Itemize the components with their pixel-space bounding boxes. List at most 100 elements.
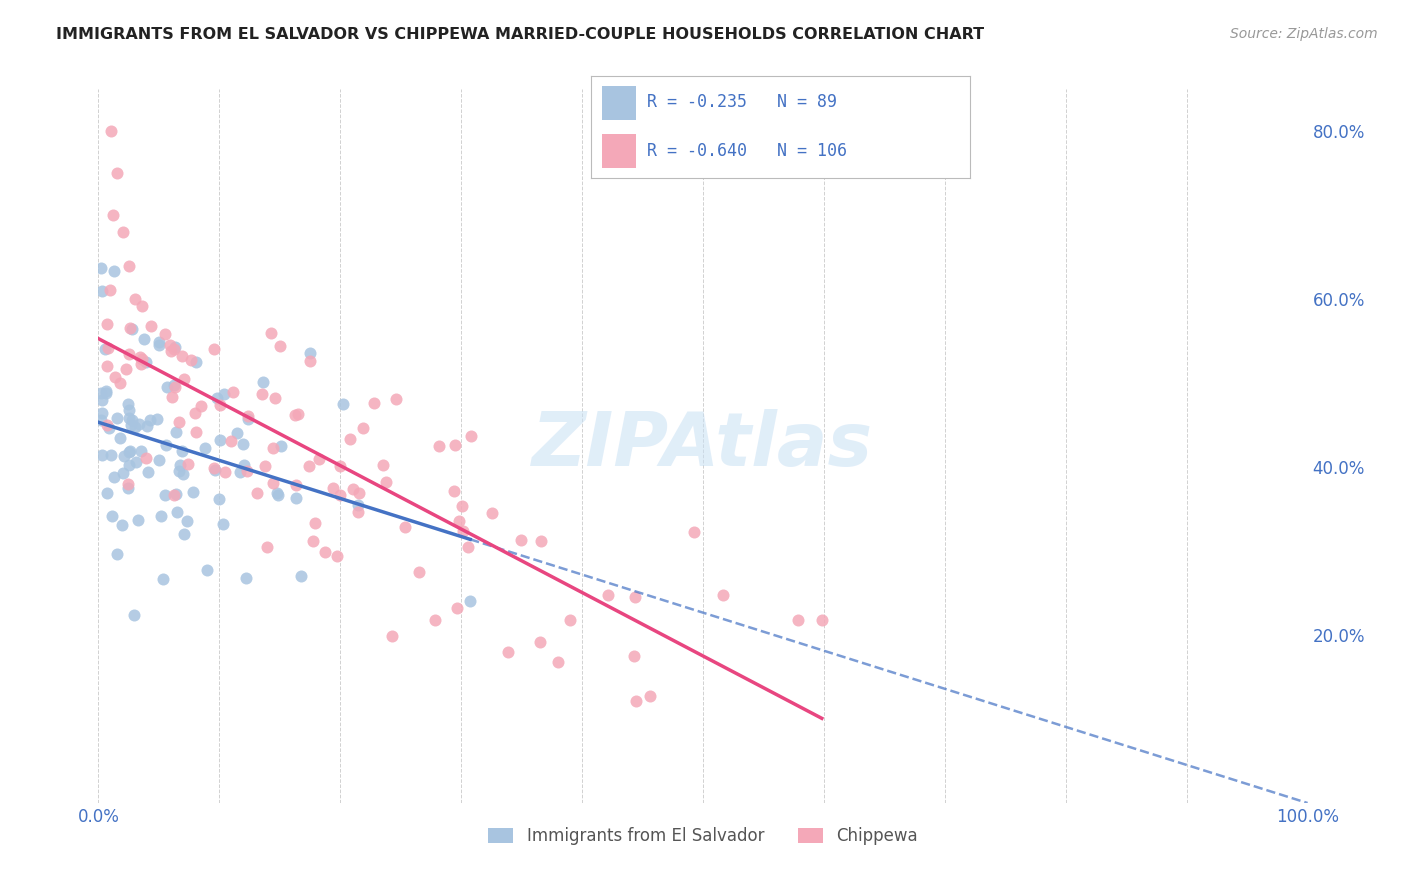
Point — [363, 396, 385, 410]
Point — [252, 376, 274, 390]
Point — [302, 534, 325, 549]
Point — [408, 566, 430, 580]
Point — [190, 399, 212, 413]
Point — [118, 259, 141, 273]
Point — [118, 411, 141, 425]
Text: Source: ZipAtlas.com: Source: ZipAtlas.com — [1230, 27, 1378, 41]
Point — [91, 284, 114, 298]
Point — [105, 411, 128, 425]
Point — [101, 508, 124, 523]
Point — [446, 601, 468, 615]
Point — [235, 571, 257, 585]
Point — [134, 332, 156, 346]
Point — [117, 347, 139, 361]
Point — [165, 379, 187, 393]
Point — [451, 524, 474, 538]
Point — [202, 461, 225, 475]
Point — [423, 613, 446, 627]
Point — [111, 517, 134, 532]
Point — [96, 486, 118, 500]
Point — [208, 399, 231, 413]
Point — [284, 491, 307, 506]
Point — [209, 433, 232, 447]
Point — [212, 517, 235, 532]
Point — [124, 292, 146, 306]
Point — [120, 443, 142, 458]
Point — [236, 464, 259, 478]
Point — [339, 432, 361, 446]
Point — [236, 412, 259, 426]
Point — [510, 533, 533, 547]
Point — [225, 426, 247, 441]
Point — [176, 514, 198, 528]
Point — [326, 549, 349, 563]
Point — [221, 384, 243, 399]
Point — [184, 406, 207, 420]
Point — [165, 340, 187, 354]
Point — [449, 514, 471, 528]
Point — [202, 342, 225, 356]
Point — [149, 509, 172, 524]
Point — [146, 412, 169, 426]
Point — [120, 418, 142, 433]
Point — [96, 384, 118, 398]
Point — [443, 483, 465, 498]
Point — [481, 506, 503, 520]
Point — [347, 505, 370, 519]
Point — [394, 519, 416, 533]
Point — [115, 362, 138, 376]
Point — [166, 505, 188, 519]
Point — [460, 429, 482, 443]
Point — [264, 391, 287, 405]
Point — [148, 334, 170, 349]
Point — [96, 359, 118, 373]
Point — [153, 326, 176, 341]
Point — [262, 441, 284, 455]
Point — [186, 354, 208, 368]
Legend: Immigrants from El Salvador, Chippewa: Immigrants from El Salvador, Chippewa — [482, 821, 924, 852]
Point — [103, 470, 125, 484]
Point — [375, 475, 398, 489]
Point — [163, 377, 186, 392]
Point — [98, 283, 121, 297]
Point — [347, 498, 370, 512]
Point — [136, 465, 159, 479]
Point — [252, 386, 274, 401]
Point — [163, 342, 186, 356]
Point — [177, 457, 200, 471]
Point — [184, 425, 207, 439]
Point — [90, 392, 112, 407]
Point — [163, 488, 186, 502]
Point — [212, 386, 235, 401]
Point — [458, 594, 481, 608]
Point — [148, 453, 170, 467]
Point — [127, 513, 149, 527]
Point — [381, 629, 404, 643]
Point — [308, 452, 330, 467]
Point — [558, 614, 581, 628]
Point — [148, 338, 170, 352]
Point — [298, 346, 321, 360]
Point — [329, 459, 352, 474]
Point — [103, 264, 125, 278]
Text: IMMIGRANTS FROM EL SALVADOR VS CHIPPEWA MARRIED-COUPLE HOUSEHOLDS CORRELATION CH: IMMIGRANTS FROM EL SALVADOR VS CHIPPEWA … — [56, 27, 984, 42]
Point — [90, 261, 112, 276]
Point — [153, 488, 176, 502]
Point — [233, 458, 256, 472]
Point — [298, 458, 321, 473]
Point — [128, 417, 150, 431]
Point — [284, 408, 307, 422]
Point — [284, 478, 307, 492]
Point — [332, 396, 354, 410]
Point — [135, 354, 157, 368]
Point — [97, 420, 120, 434]
Point — [236, 409, 259, 424]
Point — [112, 449, 135, 463]
Point — [530, 534, 553, 549]
Point — [329, 488, 352, 502]
Point — [183, 485, 205, 500]
Point — [108, 431, 131, 445]
Point — [256, 540, 278, 554]
Point — [117, 481, 139, 495]
Point — [262, 475, 284, 490]
